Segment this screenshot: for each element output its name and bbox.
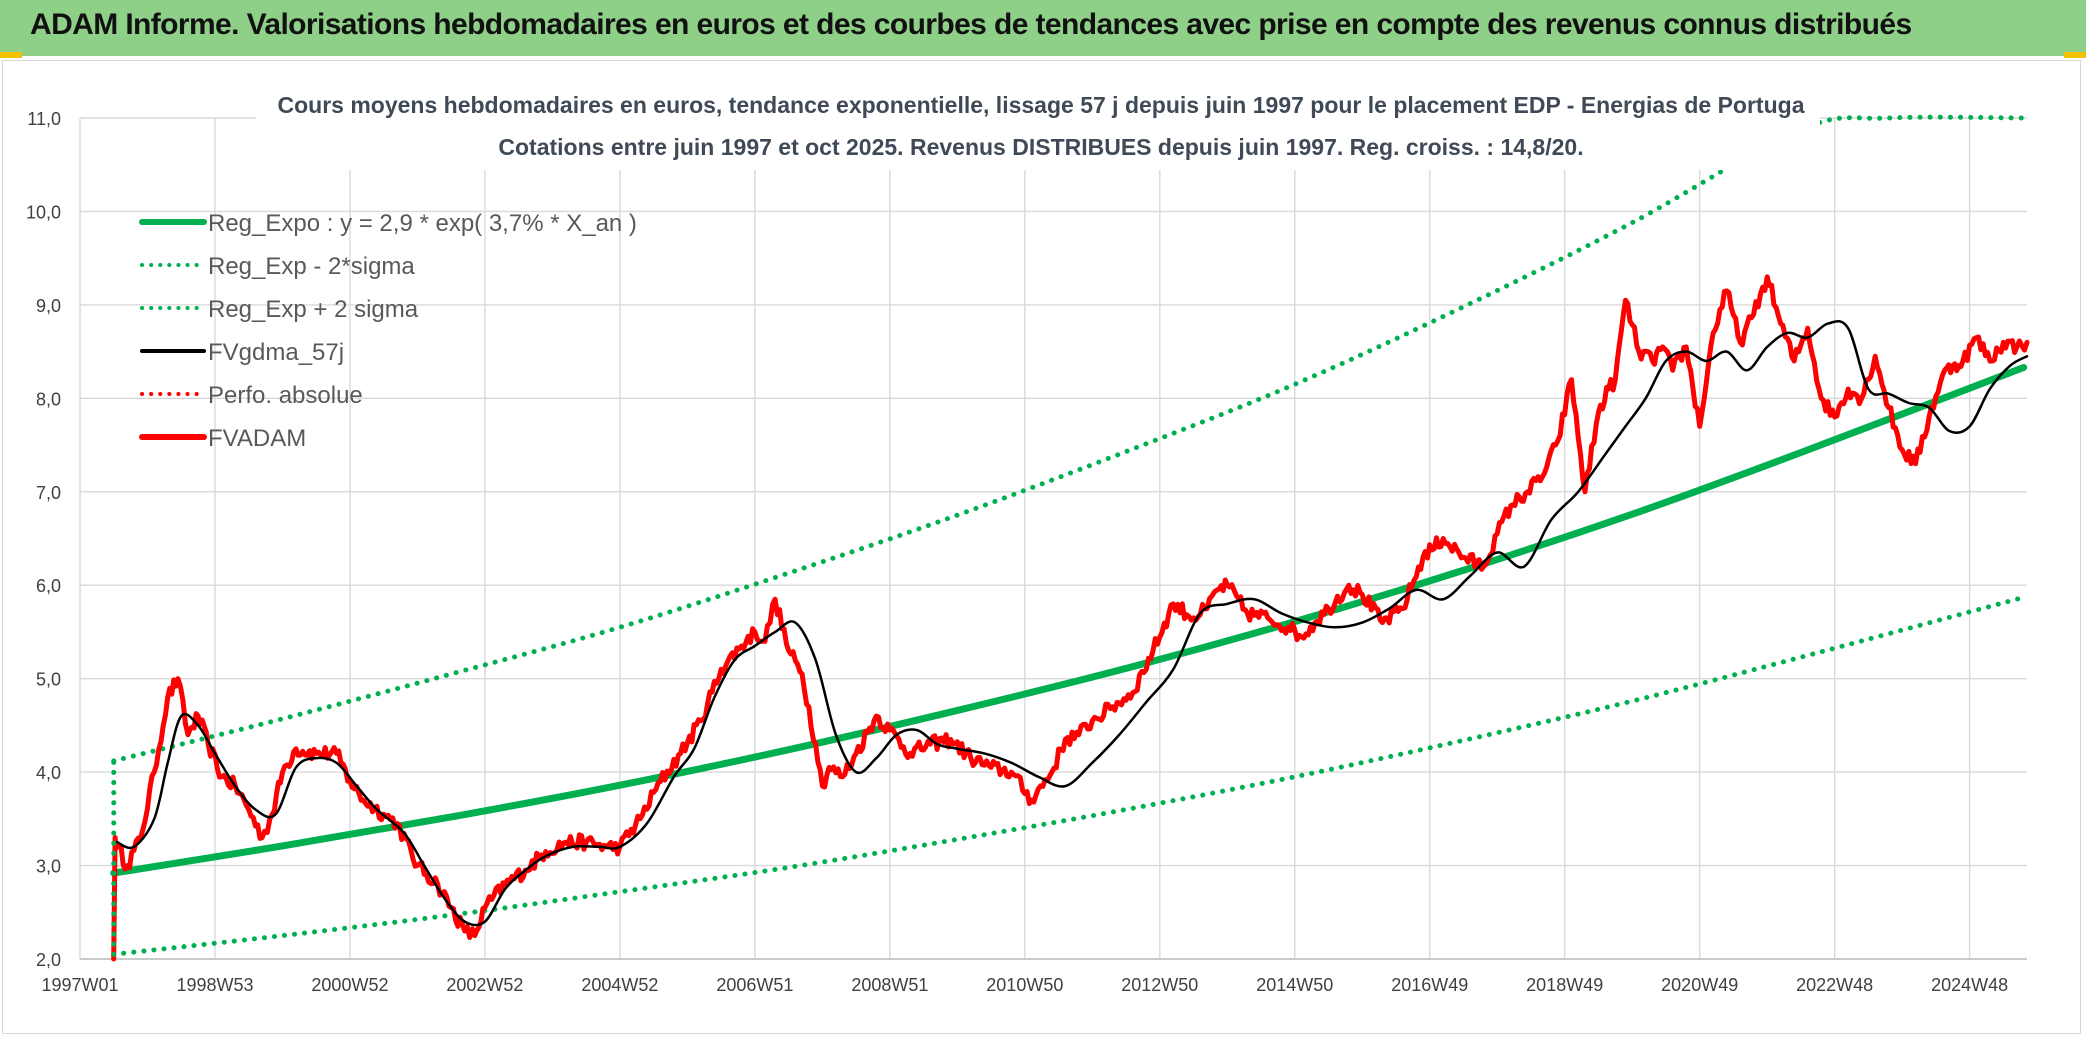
y-tick-label: 6,0 xyxy=(36,576,61,596)
x-tick-label: 1998W53 xyxy=(176,975,253,995)
y-tick-label: 2,0 xyxy=(36,950,61,970)
x-tick-label: 2006W51 xyxy=(716,975,793,995)
x-tick-label: 2024W48 xyxy=(1931,975,2008,995)
x-tick-label: 2016W49 xyxy=(1391,975,1468,995)
title-background xyxy=(256,94,1820,170)
legend-label: Perfo. absolue xyxy=(208,382,363,409)
banner: ADAM Informe. Valorisations hebdomadaire… xyxy=(0,0,2086,58)
x-tick-label: 2020W49 xyxy=(1661,975,1738,995)
x-tick-label: 2012W50 xyxy=(1121,975,1198,995)
banner-accent-left xyxy=(0,52,22,58)
banner-accent-right xyxy=(2064,52,2086,58)
banner-title: ADAM Informe. Valorisations hebdomadaire… xyxy=(30,8,1912,41)
x-tick-label: 2008W51 xyxy=(851,975,928,995)
series-fvadam xyxy=(111,274,2030,962)
y-tick-label: 9,0 xyxy=(36,296,61,316)
chart-frame xyxy=(2,60,2081,1034)
chart-title: Cours moyens hebdomadaires en euros, ten… xyxy=(278,92,1805,118)
legend: Reg_Expo : y = 2,9 * exp( 3,7% * X_an ) R… xyxy=(139,210,637,452)
x-tick-label: 2004W52 xyxy=(581,975,658,995)
x-tick-label: 2022W48 xyxy=(1796,975,1873,995)
x-axis-ticks: 1997W01 1998W53 2000W52 2002W52 2004W52 2006W… xyxy=(41,975,2008,995)
legend-label: FVgdma_57j xyxy=(208,339,344,366)
legend-label: Reg_Expo : y = 2,9 * exp( 3,7% * X_an ) xyxy=(208,210,637,237)
legend-label: Reg_Exp - 2*sigma xyxy=(208,253,415,280)
y-tick-label: 4,0 xyxy=(36,763,61,783)
x-tick-label: 2000W52 xyxy=(311,975,388,995)
y-tick-label: 5,0 xyxy=(36,670,61,690)
y-tick-label: 8,0 xyxy=(36,389,61,409)
x-tick-label: 2010W50 xyxy=(986,975,1063,995)
plot-area xyxy=(110,114,2030,962)
x-tick-label: 2014W50 xyxy=(1256,975,1333,995)
y-tick-label: 3,0 xyxy=(36,857,61,877)
y-tick-label: 10,0 xyxy=(26,202,61,222)
legend-label: FVADAM xyxy=(208,425,306,452)
series-reg-exp-2-sigma xyxy=(111,594,2027,957)
x-tick-label: 2002W52 xyxy=(446,975,523,995)
x-tick-label: 1997W01 xyxy=(41,975,118,995)
chart-subtitle: Cotations entre juin 1997 et oct 2025. R… xyxy=(498,134,1583,160)
y-tick-label: 7,0 xyxy=(36,483,61,503)
y-tick-label: 11,0 xyxy=(27,109,61,129)
y-axis-ticks: 2,0 3,0 4,0 5,0 6,0 7,0 8,0 9,0 10,0 11,0 xyxy=(26,109,61,970)
x-tick-label: 2018W49 xyxy=(1526,975,1603,995)
series-fvgdma-57j xyxy=(115,319,2029,927)
legend-label: Reg_Exp + 2 sigma xyxy=(208,296,419,323)
series-reg-expo xyxy=(110,363,2028,877)
